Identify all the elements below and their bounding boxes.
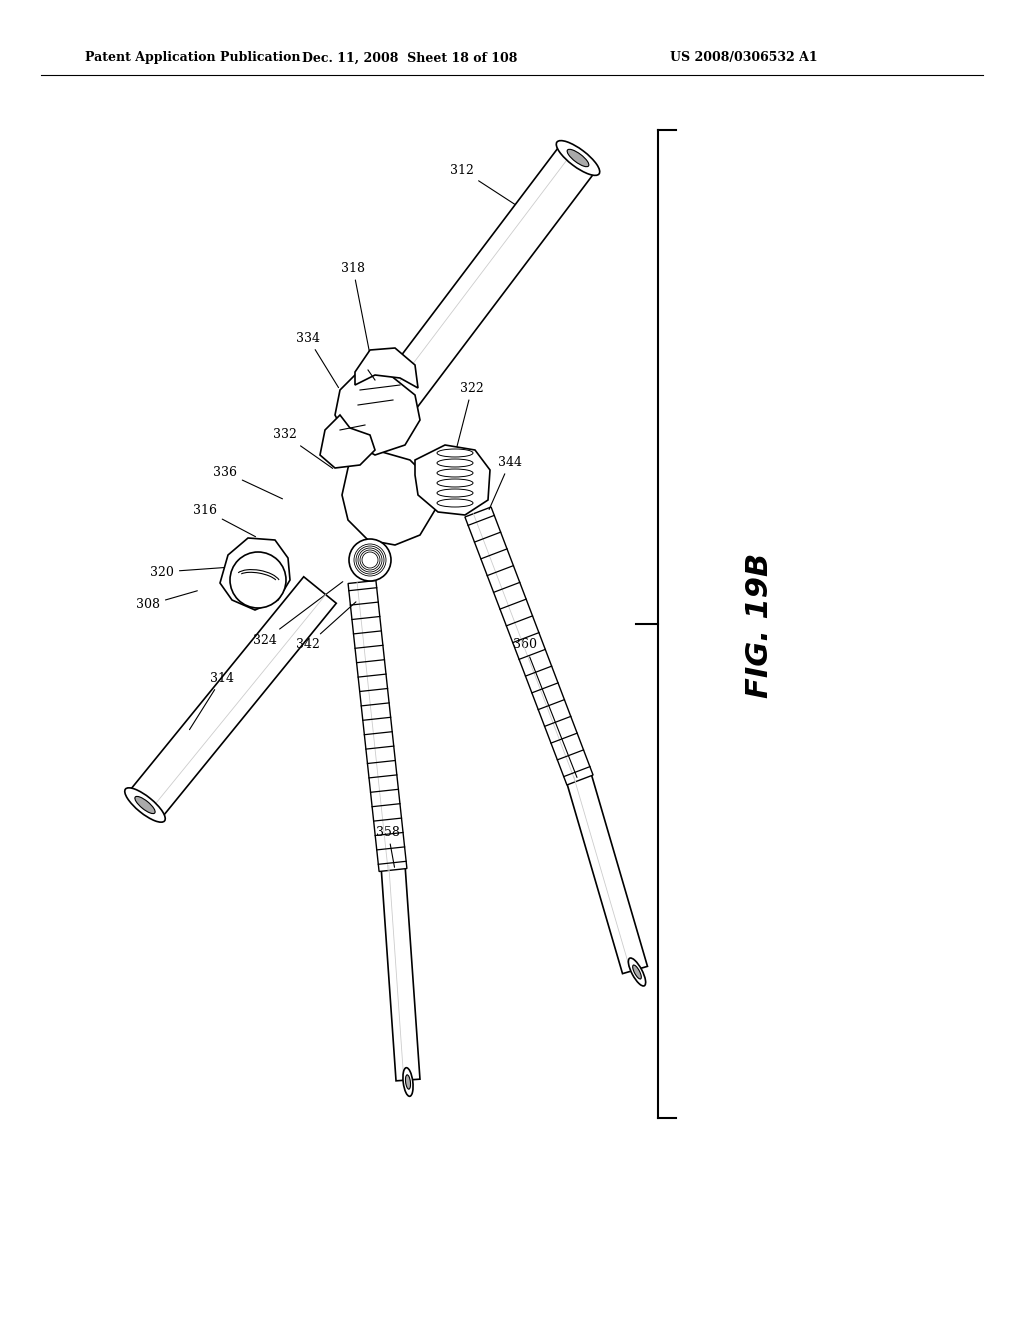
- Ellipse shape: [567, 149, 589, 166]
- Text: US 2008/0306532 A1: US 2008/0306532 A1: [670, 51, 817, 65]
- Text: FIG. 19B: FIG. 19B: [745, 552, 774, 698]
- Text: 336: 336: [213, 466, 283, 499]
- Text: 316: 316: [193, 503, 256, 537]
- Text: 312: 312: [451, 164, 540, 220]
- Text: 360: 360: [513, 639, 577, 777]
- Polygon shape: [342, 445, 435, 545]
- Text: 342: 342: [296, 602, 356, 652]
- Text: 344: 344: [489, 455, 522, 510]
- Polygon shape: [335, 370, 420, 455]
- Ellipse shape: [437, 449, 473, 457]
- Text: 332: 332: [273, 429, 333, 469]
- Polygon shape: [381, 865, 420, 1081]
- Polygon shape: [347, 145, 596, 453]
- Polygon shape: [465, 507, 593, 785]
- Ellipse shape: [437, 469, 473, 477]
- Ellipse shape: [402, 1068, 413, 1097]
- Text: 334: 334: [296, 331, 339, 388]
- Text: 324: 324: [253, 582, 343, 647]
- Text: Dec. 11, 2008  Sheet 18 of 108: Dec. 11, 2008 Sheet 18 of 108: [302, 51, 518, 65]
- Polygon shape: [415, 445, 490, 515]
- Polygon shape: [565, 771, 647, 974]
- Polygon shape: [355, 348, 418, 388]
- Polygon shape: [319, 414, 375, 469]
- Text: 322: 322: [454, 381, 484, 459]
- Text: 358: 358: [376, 825, 400, 867]
- Ellipse shape: [437, 488, 473, 498]
- Ellipse shape: [437, 479, 473, 487]
- Text: 308: 308: [136, 591, 198, 611]
- Ellipse shape: [125, 788, 165, 822]
- Ellipse shape: [406, 1074, 411, 1089]
- Ellipse shape: [437, 459, 473, 467]
- Ellipse shape: [633, 965, 641, 979]
- Text: 318: 318: [341, 261, 372, 362]
- Ellipse shape: [135, 796, 155, 813]
- Text: 314: 314: [189, 672, 234, 730]
- Circle shape: [230, 552, 286, 609]
- Ellipse shape: [629, 958, 646, 986]
- Polygon shape: [220, 539, 290, 610]
- Text: Patent Application Publication: Patent Application Publication: [85, 51, 300, 65]
- Ellipse shape: [437, 499, 473, 507]
- Polygon shape: [348, 581, 407, 871]
- Ellipse shape: [349, 539, 391, 581]
- Text: 320: 320: [151, 565, 229, 578]
- Ellipse shape: [556, 141, 600, 176]
- Text: 330: 330: [376, 503, 406, 516]
- Polygon shape: [129, 577, 336, 818]
